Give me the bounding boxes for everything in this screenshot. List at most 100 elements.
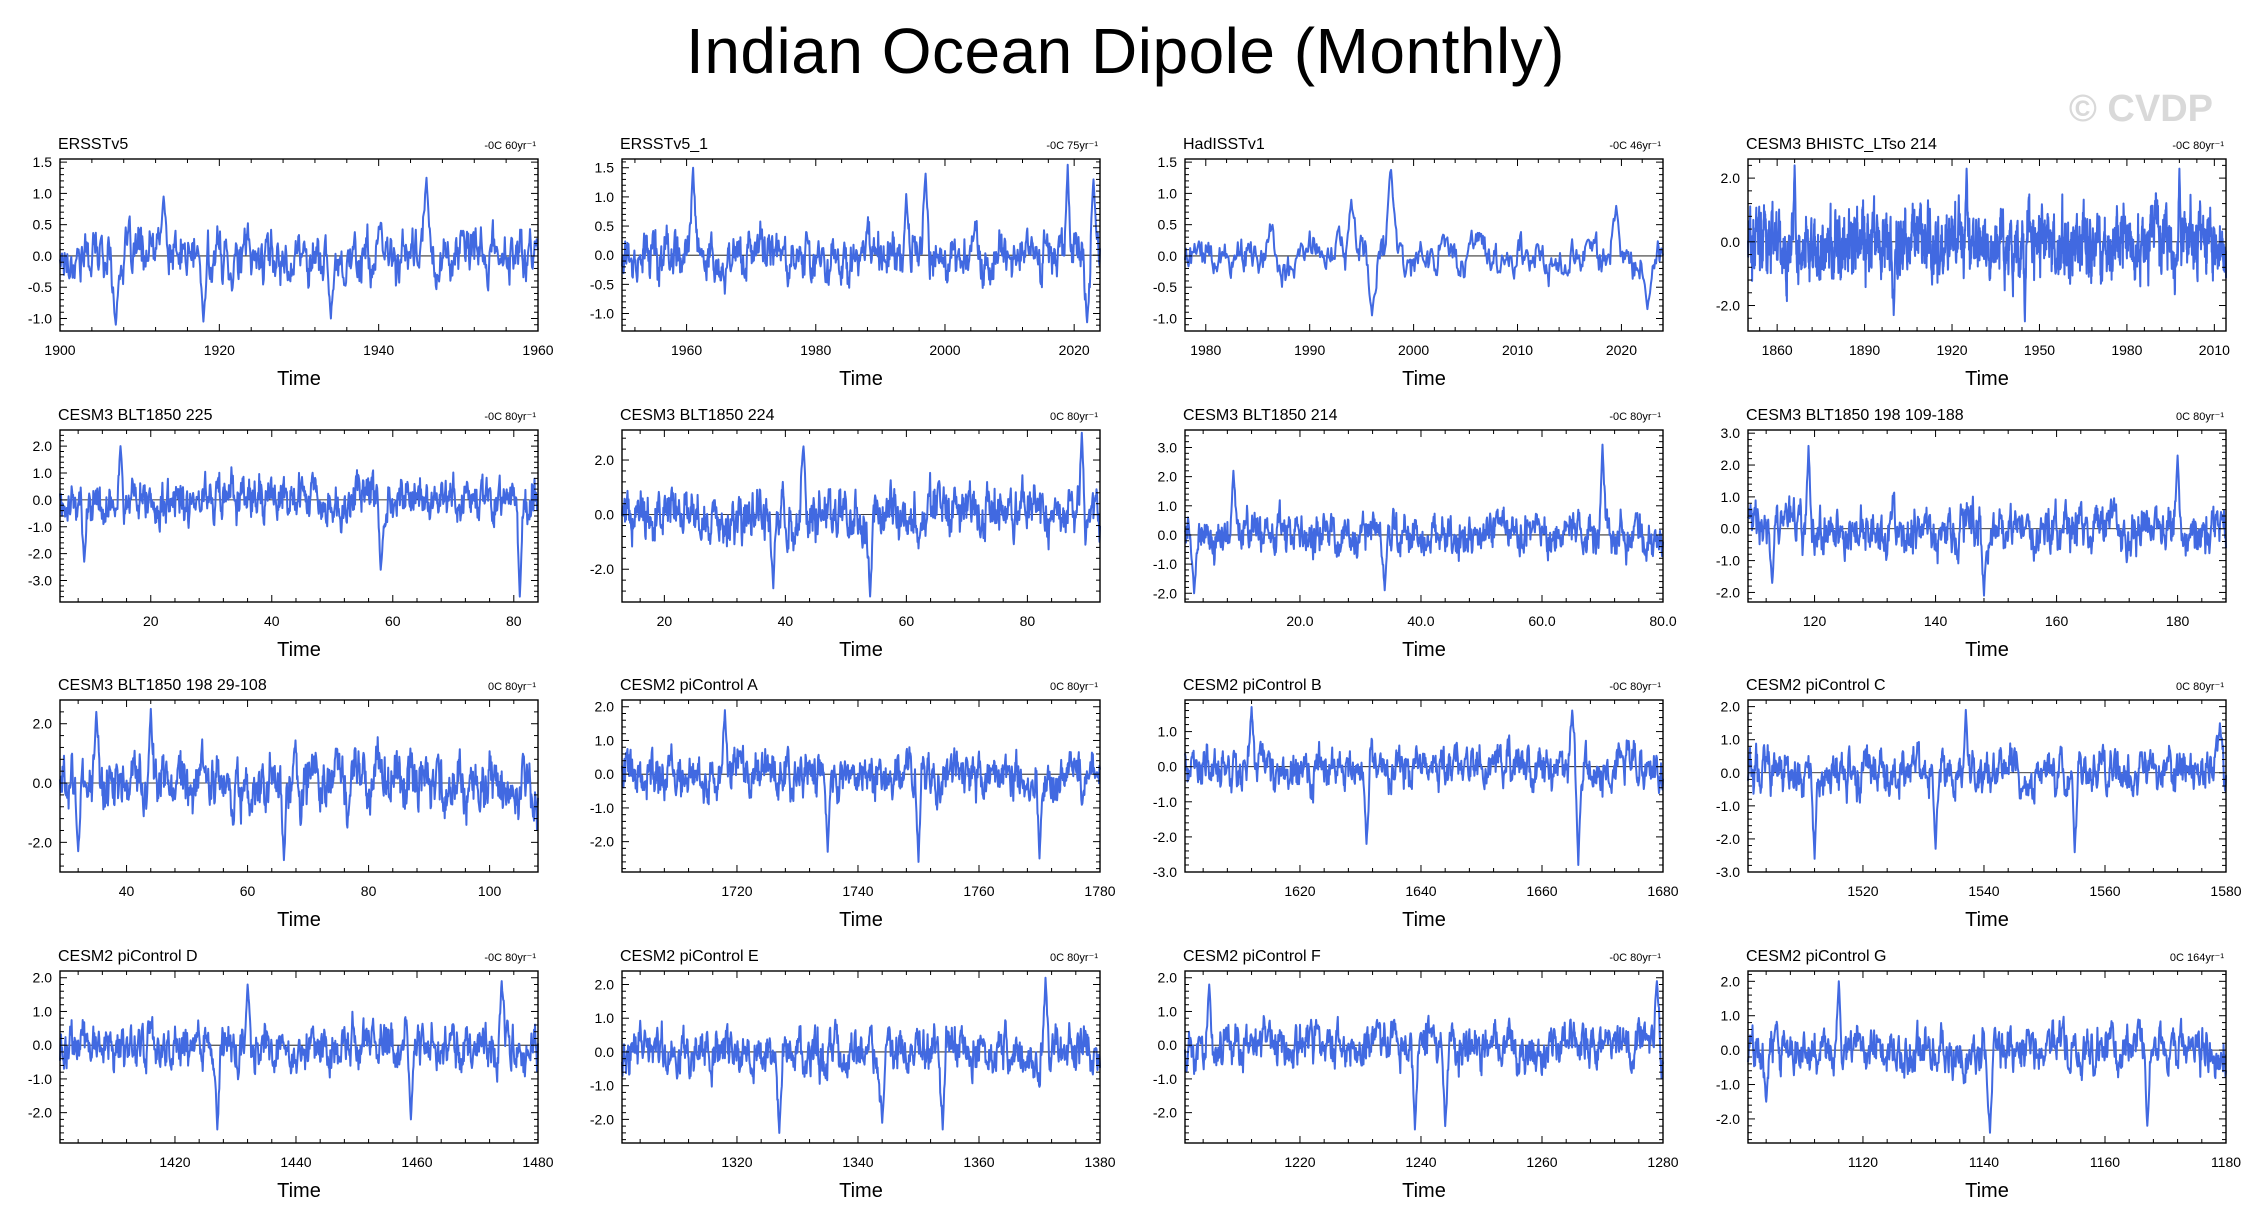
y-tick-label: 3.0 <box>1721 425 1741 441</box>
x-tick-label: 1720 <box>721 883 752 899</box>
x-tick-label: 1960 <box>671 342 702 358</box>
y-tick-label: -0.5 <box>28 279 52 295</box>
y-tick-label: 0.0 <box>33 248 53 264</box>
panel-title: CESM2 piControl C <box>1746 677 1886 694</box>
x-tick-label: 1660 <box>1526 883 1557 899</box>
series-line <box>621 976 1101 1134</box>
x-tick-label: 1460 <box>401 1154 432 1170</box>
y-tick-label: 2.0 <box>595 699 615 715</box>
y-tick-label: 0.0 <box>595 1044 615 1060</box>
y-tick-label: 1.0 <box>1721 1008 1741 1024</box>
x-axis-label: Time <box>1965 1180 2009 1202</box>
trend-label: -0C 80yr⁻¹ <box>1609 952 1661 964</box>
y-tick-label: -2.0 <box>28 834 52 850</box>
x-tick-label: 140 <box>1924 613 1948 629</box>
y-tick-label: -3.0 <box>1153 864 1177 880</box>
x-tick-label: 20.0 <box>1286 613 1313 629</box>
panel-title: CESM2 piControl B <box>1183 677 1322 694</box>
x-axis-label: Time <box>1402 1180 1446 1202</box>
panel-title: HadISSTv1 <box>1183 136 1265 153</box>
chart-panel: CESM2 piControl B -0C 80yr⁻¹ -3.0 -2.0 -1.0 0… <box>1153 677 1679 931</box>
x-axis-label: Time <box>1965 639 2009 661</box>
panel-title: CESM2 piControl F <box>1183 948 1321 965</box>
plot-frame <box>621 429 1101 603</box>
y-tick-label: 1.5 <box>595 160 615 176</box>
y-tick-label: -2.0 <box>1153 1105 1177 1121</box>
y-tick-label: 0.0 <box>1721 765 1741 781</box>
chart-panel: CESM2 piControl A 0C 80yr⁻¹ -2.0 -1.0 0.0 1.0… <box>590 677 1116 931</box>
x-tick-label: 1740 <box>842 883 873 899</box>
y-tick-label: 1.0 <box>1158 498 1178 514</box>
x-tick-label: 20 <box>657 613 673 629</box>
y-tick-label: 1.0 <box>595 732 615 748</box>
panel-title: ERSSTv5_1 <box>620 136 708 153</box>
y-tick-label: 0.5 <box>1158 217 1178 233</box>
y-tick-label: 2.0 <box>1721 973 1741 989</box>
y-tick-label: 0.0 <box>1721 234 1741 250</box>
y-tick-label: 2.0 <box>33 970 53 986</box>
series-line <box>1747 708 2227 860</box>
panel-title: CESM3 BHISTC_LTso 214 <box>1746 136 1937 153</box>
y-tick-label: -1.0 <box>590 1078 614 1094</box>
y-tick-label: 0.0 <box>1158 527 1178 543</box>
y-tick-label: -1.0 <box>1716 1077 1740 1093</box>
chart-panel: CESM2 piControl E 0C 80yr⁻¹ -2.0 -1.0 0.0 1.0… <box>590 948 1116 1202</box>
y-tick-label: 1.0 <box>1158 724 1178 740</box>
x-tick-label: 1220 <box>1284 1154 1315 1170</box>
x-tick-label: 1860 <box>1762 342 1793 358</box>
y-tick-label: 1.0 <box>1158 185 1178 201</box>
chart-panel: ERSSTv5 -0C 60yr⁻¹ -1.0 -0.5 0.0 0.5 1.0 1.5 190… <box>28 136 554 390</box>
y-tick-label: -2.0 <box>28 1105 52 1121</box>
x-tick-label: 1560 <box>2089 883 2120 899</box>
y-tick-label: -1.0 <box>1153 556 1177 572</box>
series-line <box>59 445 539 598</box>
y-tick-label: -2.0 <box>590 561 614 577</box>
y-tick-label: -0.5 <box>590 276 614 292</box>
y-tick-label: 0.5 <box>33 217 53 233</box>
x-tick-label: 80 <box>1020 613 1036 629</box>
y-tick-label: -2.0 <box>590 834 614 850</box>
series-line <box>1747 164 2227 323</box>
x-axis-label: Time <box>839 909 883 931</box>
y-tick-label: -2.0 <box>28 546 52 562</box>
y-tick-label: -3.0 <box>1716 864 1740 880</box>
y-tick-label: -0.5 <box>1153 279 1177 295</box>
x-tick-label: 1960 <box>522 342 553 358</box>
trend-label: 0C 80yr⁻¹ <box>2176 681 2224 693</box>
y-tick-label: 1.0 <box>595 1010 615 1026</box>
y-tick-label: 0.0 <box>595 766 615 782</box>
plot-frame <box>59 699 539 873</box>
x-tick-label: 2000 <box>929 342 960 358</box>
chart-panel: CESM2 piControl G 0C 164yr⁻¹ -2.0 -1.0 0.0 1.… <box>1716 948 2241 1202</box>
panel-title: CESM3 BLT1850 225 <box>58 407 213 424</box>
chart-panel: ERSSTv5_1 -0C 75yr⁻¹ -1.0 -0.5 0.0 0.5 1.0 1.5 1… <box>590 136 1101 390</box>
x-tick-label: 1950 <box>2024 342 2055 358</box>
x-tick-label: 1120 <box>1848 1154 1878 1170</box>
x-tick-label: 1580 <box>2210 883 2241 899</box>
x-tick-label: 1520 <box>1847 883 1878 899</box>
chart-panel: CESM3 BLT1850 224 0C 80yr⁻¹ -2.0 0.0 2.0 20 40… <box>590 407 1101 661</box>
x-tick-label: 60 <box>899 613 915 629</box>
y-tick-label: -1.0 <box>1153 310 1177 326</box>
x-tick-label: 60 <box>385 613 401 629</box>
series-line <box>1184 443 1664 595</box>
y-tick-label: 2.0 <box>595 452 615 468</box>
plot-frame <box>59 158 539 332</box>
plot-frame <box>1184 970 1664 1144</box>
panel-title: ERSSTv5 <box>58 136 128 153</box>
x-tick-label: 1340 <box>842 1154 873 1170</box>
y-tick-label: 1.0 <box>1721 489 1741 505</box>
x-tick-label: 160 <box>2045 613 2069 629</box>
trend-label: -0C 46yr⁻¹ <box>1609 140 1661 152</box>
x-tick-label: 80.0 <box>1649 613 1676 629</box>
x-tick-label: 1140 <box>1969 1154 1999 1170</box>
x-axis-label: Time <box>839 1180 883 1202</box>
y-tick-label: 1.5 <box>33 154 53 170</box>
x-tick-label: 1280 <box>1647 1154 1678 1170</box>
y-tick-label: 1.5 <box>1158 154 1178 170</box>
trend-label: -0C 80yr⁻¹ <box>484 952 536 964</box>
x-axis-label: Time <box>1965 909 2009 931</box>
x-tick-label: 2020 <box>1606 342 1637 358</box>
trend-label: -0C 80yr⁻¹ <box>1609 411 1661 423</box>
y-tick-label: -2.0 <box>1153 829 1177 845</box>
